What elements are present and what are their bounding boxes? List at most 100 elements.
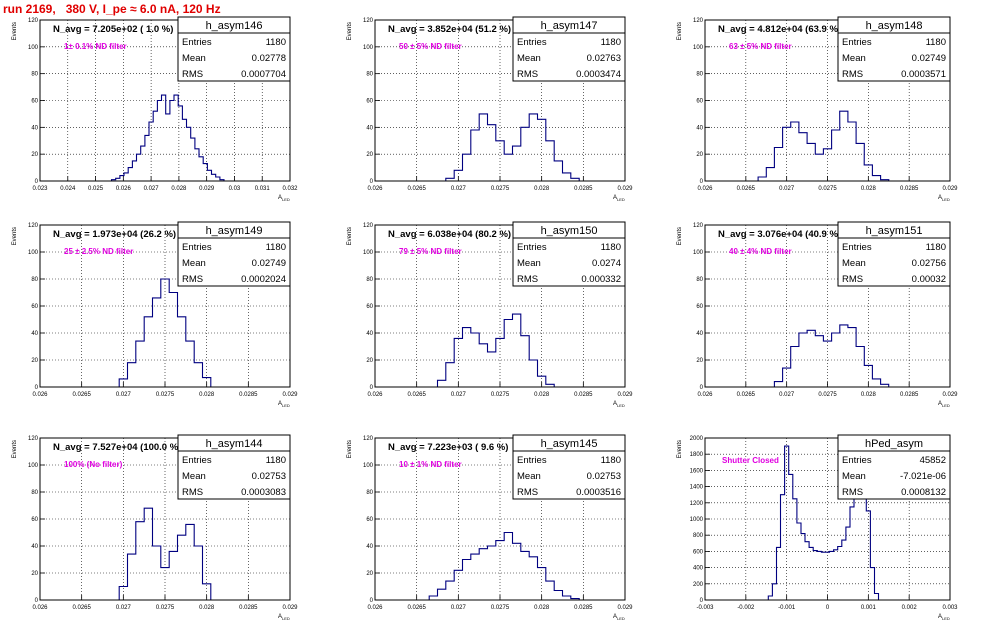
y-tick-label: 20 xyxy=(366,571,373,577)
stats-value: 1180 xyxy=(926,242,946,253)
x-tick-label: 0.029 xyxy=(617,605,633,611)
y-tick-label: 1000 xyxy=(690,517,704,523)
stats-label: RMS xyxy=(842,69,863,80)
x-axis-label: ALED xyxy=(938,401,950,408)
stats-title: h_asym151 xyxy=(866,225,923,237)
stats-label: Mean xyxy=(182,258,206,269)
x-axis-label: ALED xyxy=(613,195,625,202)
y-tick-label: 0 xyxy=(370,385,374,391)
stats-box xyxy=(837,450,951,500)
x-axis-label-sub: LED xyxy=(942,403,950,408)
stats-box xyxy=(837,237,951,287)
y-tick-label: 60 xyxy=(31,517,38,523)
stats-label: Entries xyxy=(182,455,212,466)
x-tick-label: 0.029 xyxy=(282,605,298,611)
x-tick-label: 0.029 xyxy=(282,392,298,398)
filter-label: Shutter Closed xyxy=(722,456,779,465)
x-tick-label: 0.026 xyxy=(32,392,48,398)
histogram-panel-h_asym144: 0.026 0.0265 0.027 0.0275 0.028 0.0285 0.029 0 2… xyxy=(12,434,298,621)
x-tick-label: 0.0265 xyxy=(72,392,91,398)
y-axis-label: Events xyxy=(347,440,353,458)
x-tick-label: 0.027 xyxy=(779,392,795,398)
x-tick-label: 0.0275 xyxy=(818,186,837,192)
x-tick-label: 0.028 xyxy=(861,392,877,398)
y-axis-label: Events xyxy=(347,22,353,40)
y-tick-label: 1800 xyxy=(690,452,704,458)
x-tick-label: 0.026 xyxy=(367,605,383,611)
x-tick-label: 0.027 xyxy=(451,186,467,192)
x-tick-label: 0.0285 xyxy=(239,605,258,611)
x-tick-label: 0.0275 xyxy=(156,392,175,398)
y-tick-label: 80 xyxy=(366,277,373,283)
y-tick-label: 100 xyxy=(28,250,39,256)
navg-label: N_avg = 1.973e+04 (26.2 %) xyxy=(53,229,176,240)
stats-label: RMS xyxy=(517,487,538,498)
y-tick-label: 60 xyxy=(31,304,38,310)
y-tick-label: 120 xyxy=(28,436,39,442)
y-axis-label: Events xyxy=(12,440,18,458)
histogram-line xyxy=(110,278,220,388)
filter-label: 100% (No filter) xyxy=(64,460,123,469)
x-axis-label-sub: LED xyxy=(942,616,950,621)
y-tick-label: 60 xyxy=(31,99,38,105)
x-tick-label: 0.023 xyxy=(32,186,48,192)
stats-label: Mean xyxy=(842,53,866,64)
stats-value: 0.0003516 xyxy=(576,487,621,498)
stats-label: Entries xyxy=(517,242,547,253)
x-tick-label: 0.031 xyxy=(255,186,271,192)
stats-value: 0.0003474 xyxy=(576,69,621,80)
stats-label: RMS xyxy=(182,69,203,80)
y-tick-label: 120 xyxy=(28,223,39,229)
x-tick-label: 0.028 xyxy=(199,392,215,398)
stats-value: 1180 xyxy=(601,242,621,253)
y-tick-label: 100 xyxy=(363,463,374,469)
x-axis-label-sub: LED xyxy=(282,616,290,621)
stats-title: h_asym150 xyxy=(541,225,598,237)
x-tick-label: 0.0285 xyxy=(900,392,919,398)
x-tick-label: 0.002 xyxy=(902,605,918,611)
stats-label: Entries xyxy=(842,242,872,253)
x-axis-label: ALED xyxy=(938,614,950,621)
x-tick-label: 0.029 xyxy=(617,392,633,398)
y-tick-label: 600 xyxy=(693,549,704,555)
y-tick-label: 60 xyxy=(366,99,373,105)
x-tick-label: 0.026 xyxy=(32,605,48,611)
x-tick-label: 0.026 xyxy=(697,186,713,192)
stats-label: Mean xyxy=(182,471,206,482)
y-tick-label: 100 xyxy=(693,45,704,51)
stats-label: Entries xyxy=(517,455,547,466)
y-tick-label: 20 xyxy=(31,152,38,158)
x-axis-label: ALED xyxy=(938,195,950,202)
stats-value: 0.0007704 xyxy=(241,69,286,80)
stats-box xyxy=(512,32,626,82)
y-tick-label: 100 xyxy=(28,45,39,51)
x-axis-label: ALED xyxy=(278,614,290,621)
x-tick-label: 0.0285 xyxy=(574,186,593,192)
x-axis-label: ALED xyxy=(613,401,625,408)
stats-value: 0.02756 xyxy=(912,258,946,269)
x-tick-label: 0.0285 xyxy=(900,186,919,192)
x-axis-label-sub: LED xyxy=(617,197,625,202)
histogram-line xyxy=(110,507,220,601)
y-tick-label: 2000 xyxy=(690,436,704,442)
y-tick-label: 80 xyxy=(31,277,38,283)
stats-box xyxy=(837,32,951,82)
x-tick-label: 0.029 xyxy=(942,186,958,192)
y-tick-label: 80 xyxy=(31,72,38,78)
stats-value: 0.0003083 xyxy=(241,487,286,498)
histogram-line xyxy=(429,313,563,388)
x-tick-label: 0.028 xyxy=(534,392,550,398)
y-tick-label: 60 xyxy=(366,517,373,523)
histogram-line xyxy=(766,324,897,388)
stats-label: RMS xyxy=(517,274,538,285)
y-tick-label: 120 xyxy=(363,436,374,442)
y-tick-label: 0 xyxy=(700,385,704,391)
filter-label: 63 ± 5% ND filter xyxy=(729,42,792,51)
stats-label: Entries xyxy=(517,37,547,48)
stats-value: 0.02753 xyxy=(252,471,286,482)
y-tick-label: 20 xyxy=(31,571,38,577)
stats-value: -7.021e-06 xyxy=(900,471,946,482)
stats-title: h_asym146 xyxy=(206,20,263,32)
y-tick-label: 80 xyxy=(366,490,373,496)
stats-value: 1180 xyxy=(266,455,286,466)
